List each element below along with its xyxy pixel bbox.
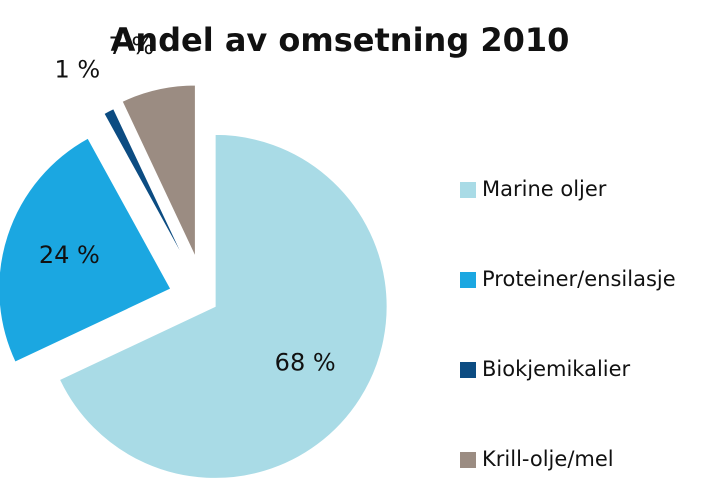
- data-label: 7 %: [109, 32, 155, 60]
- pie-slice: [58, 133, 388, 479]
- data-label: 1 %: [55, 56, 101, 84]
- legend-swatch: [460, 272, 476, 288]
- data-label: 68 %: [275, 349, 336, 377]
- chart-title: Andel av omsetning 2010: [111, 21, 570, 59]
- legend-swatch: [460, 182, 476, 198]
- pie-slice: [0, 137, 172, 363]
- legend-swatch: [460, 452, 476, 468]
- legend-label: Marine oljer: [482, 177, 607, 201]
- data-label: 24 %: [39, 241, 100, 269]
- pie-slice: [121, 84, 196, 258]
- legend-label: Proteiner/ensilasje: [482, 267, 676, 291]
- legend-swatch: [460, 362, 476, 378]
- legend-label: Krill-olje/mel: [482, 447, 614, 471]
- pie-slice: [103, 108, 188, 265]
- legend-label: Biokjemikalier: [482, 357, 631, 381]
